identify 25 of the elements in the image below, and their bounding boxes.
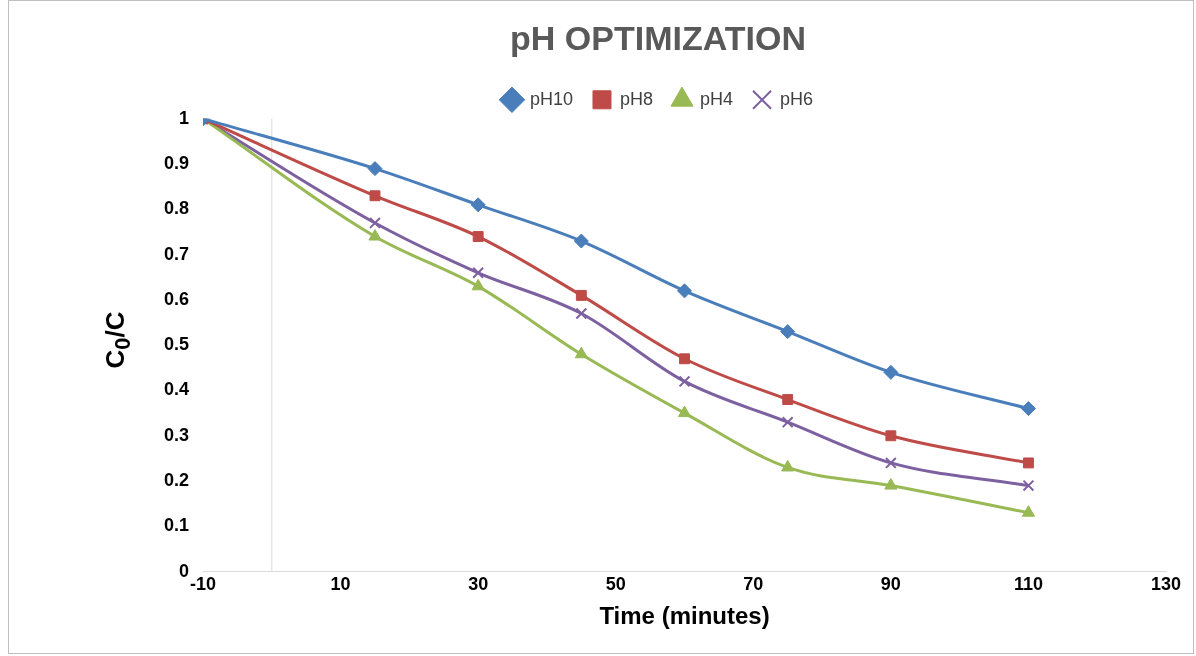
y-tick-label: 0.2 [163, 470, 190, 491]
x-axis-title: Time (minutes) [599, 602, 770, 630]
y-tick-label: 0.1 [163, 515, 190, 536]
legend-label: pH4 [700, 88, 734, 109]
chart-title: pH OPTIMIZATION [510, 18, 806, 57]
y-tick-label: 0.4 [163, 379, 190, 400]
legend-label: pH8 [619, 88, 654, 109]
y-tick-label: 0.7 [163, 243, 190, 264]
y-tick-label: 0.9 [163, 153, 190, 174]
x-tick-label: 30 [468, 574, 489, 595]
x-tick-label: 70 [743, 574, 764, 595]
x-tick-label: 10 [330, 574, 351, 595]
x-tick-label: 90 [880, 574, 901, 595]
y-tick-label: 0.6 [163, 288, 190, 309]
legend-label: pH10 [529, 88, 573, 109]
x-tick-label: 130 [1150, 574, 1182, 595]
y-tick-label: 1 [179, 107, 190, 128]
x-tick-label: -10 [190, 574, 217, 595]
y-tick-label: 0.3 [163, 424, 190, 445]
y-tick-label: 0.8 [163, 198, 190, 219]
legend-label: pH6 [780, 88, 814, 109]
y-tick-label: 0 [179, 560, 190, 581]
x-tick-label: 110 [1013, 574, 1043, 595]
x-tick-label: 50 [605, 574, 626, 595]
y-tick-label: 0.5 [163, 334, 190, 355]
